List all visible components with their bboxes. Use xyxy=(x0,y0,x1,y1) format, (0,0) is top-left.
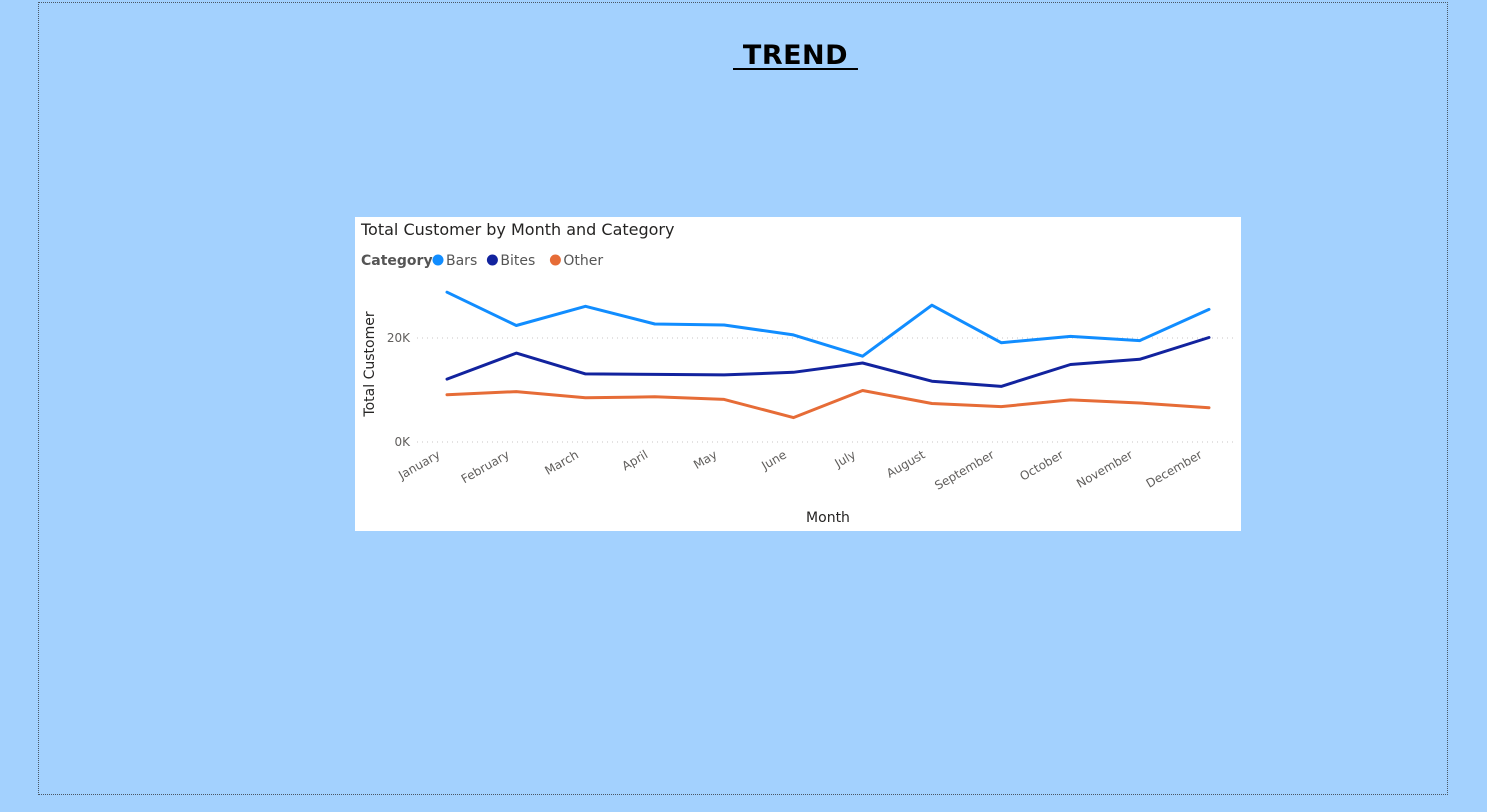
legend-marker-bars xyxy=(432,254,444,266)
legend-label-bars[interactable]: Bars xyxy=(446,253,477,269)
y-axis-ticks: 0K 20K xyxy=(387,331,411,449)
x-tick-label: June xyxy=(758,447,789,473)
x-tick-label: August xyxy=(884,447,928,480)
y-axis-title: Total Customer xyxy=(362,311,378,417)
legend-label-bites[interactable]: Bites xyxy=(500,253,535,269)
chart-legend: Category Bars Bites Other xyxy=(361,253,603,269)
series-line-bites[interactable] xyxy=(445,336,1211,388)
legend-title: Category xyxy=(361,253,433,269)
x-axis-ticks: January February March April May June July Augu… xyxy=(395,447,1204,492)
y-tick-label: 20K xyxy=(387,331,411,345)
y-tick-label: 0K xyxy=(394,435,411,449)
y-gridlines xyxy=(417,337,1233,443)
x-tick-label: September xyxy=(932,447,996,492)
x-axis-title: Month xyxy=(806,510,850,526)
x-tick-label: January xyxy=(395,447,442,482)
page-title: TREND xyxy=(733,40,858,71)
x-tick-label: November xyxy=(1074,447,1135,490)
x-tick-label: February xyxy=(459,447,512,486)
x-tick-label: December xyxy=(1144,447,1205,490)
series-line-bars[interactable] xyxy=(445,290,1211,358)
x-tick-label: May xyxy=(691,447,719,472)
x-tick-label: July xyxy=(832,447,859,470)
line-chart-card[interactable]: Total Customer by Month and Category Cat… xyxy=(355,217,1241,531)
line-chart[interactable]: Total Customer by Month and Category Cat… xyxy=(355,217,1241,531)
series-lines xyxy=(445,290,1211,420)
legend-marker-bites xyxy=(486,254,498,266)
x-tick-label: April xyxy=(620,447,651,473)
x-tick-label: March xyxy=(542,447,581,477)
legend-marker-other xyxy=(549,254,561,266)
series-line-other[interactable] xyxy=(445,389,1211,420)
x-tick-label: October xyxy=(1017,447,1066,483)
legend-label-other[interactable]: Other xyxy=(563,253,603,269)
page-frame xyxy=(38,2,1448,795)
chart-title: Total Customer by Month and Category xyxy=(360,220,674,239)
